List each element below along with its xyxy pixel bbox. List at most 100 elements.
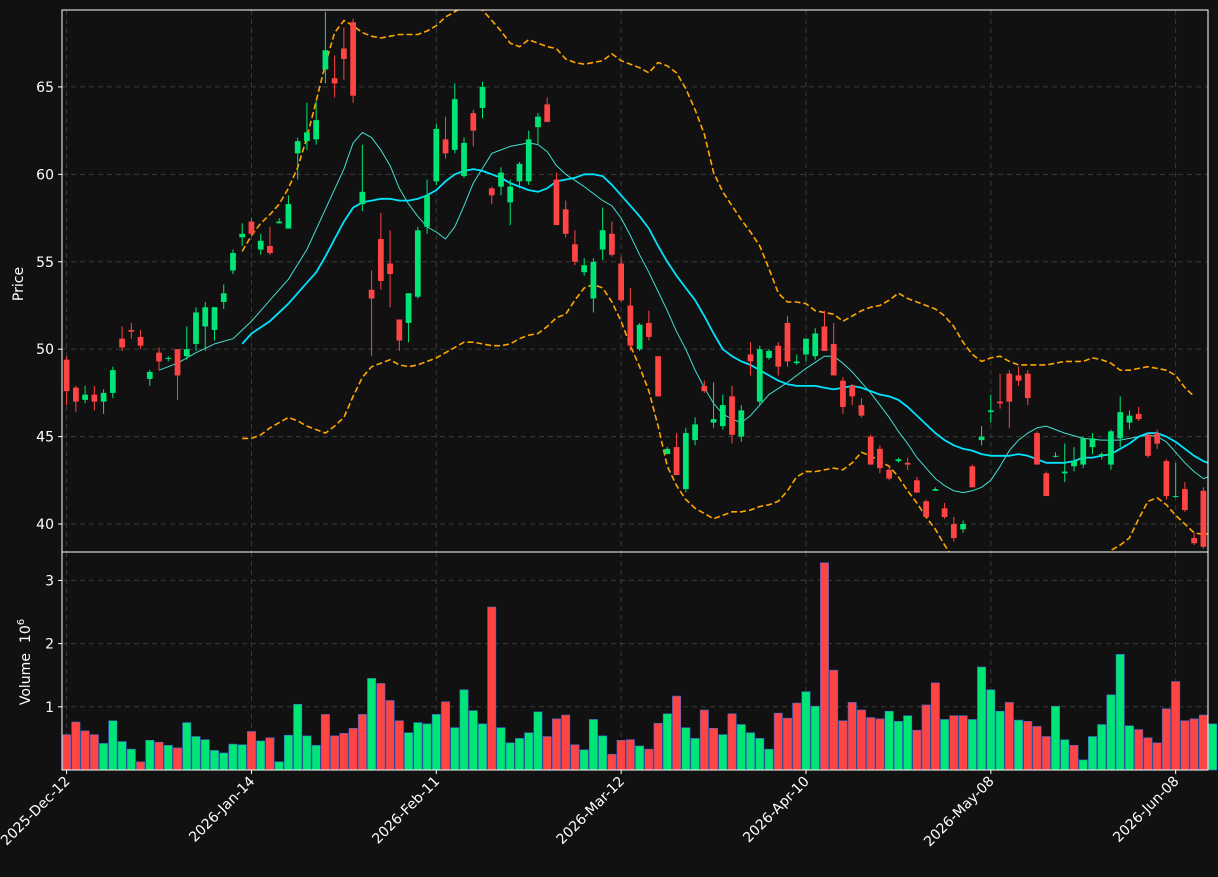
candle-body	[1135, 413, 1142, 420]
x-tick-label: 2026-Feb-11	[369, 774, 443, 848]
volume-bar	[80, 730, 90, 771]
candle-body	[1117, 412, 1124, 439]
volume-bar	[995, 710, 1005, 771]
candle-body	[830, 343, 837, 376]
lower-band-line	[242, 283, 1208, 552]
volume-bar	[764, 748, 774, 771]
candle-body	[950, 524, 957, 539]
volume-bar	[1152, 742, 1162, 771]
volume-bar	[1124, 725, 1134, 771]
volume-bar	[921, 704, 931, 771]
candle-body	[978, 436, 985, 441]
volume-bar	[145, 740, 155, 771]
candle-body	[645, 322, 652, 337]
volume-bar	[866, 717, 876, 771]
volume-tick-label: 2	[45, 637, 54, 653]
volume-bar	[561, 714, 571, 771]
volume-axis-label-sup: 6	[16, 619, 27, 625]
candle-body	[803, 338, 809, 355]
volume-bar	[875, 718, 885, 771]
volume-bar	[736, 724, 746, 771]
candle-body	[636, 324, 643, 350]
candle-body	[562, 209, 569, 234]
volume-bar	[274, 761, 284, 771]
candle-body	[1191, 538, 1198, 544]
volume-bar	[247, 731, 256, 771]
volume-bar	[182, 722, 192, 771]
volume-bar	[99, 743, 109, 771]
volume-bar	[893, 721, 903, 771]
volume-bar	[330, 735, 340, 771]
volume-bar	[422, 723, 432, 771]
candle-body	[359, 191, 366, 205]
candle-body	[193, 312, 199, 344]
volume-bar	[570, 744, 580, 771]
volume-bar	[598, 735, 608, 771]
candle-body	[183, 349, 190, 357]
candle-body	[923, 501, 929, 518]
volume-bar	[718, 734, 728, 771]
volume-bar	[588, 719, 598, 771]
volume-bar	[367, 678, 377, 771]
candle-body	[1163, 461, 1170, 497]
volume-bar	[884, 710, 894, 771]
candle-body	[895, 459, 902, 462]
price-tick-label: 60	[36, 167, 54, 183]
candle-body	[442, 139, 449, 154]
volume-bar	[154, 741, 164, 771]
candle-body	[682, 433, 689, 490]
candle-body	[100, 392, 107, 402]
candle-body	[858, 405, 865, 416]
volume-bar	[431, 714, 441, 771]
volume-bar	[348, 727, 358, 771]
candle-body	[719, 405, 726, 427]
volume-bar	[755, 738, 765, 771]
slow-moving-average-line	[241, 168, 1208, 464]
volume-bar	[783, 717, 792, 771]
candle-body	[1172, 496, 1179, 498]
candle-body	[1006, 373, 1013, 402]
candle-body	[525, 139, 532, 182]
candle-body	[331, 78, 338, 84]
candle-body	[128, 329, 135, 332]
candle-body	[341, 48, 347, 59]
volume-bar	[357, 714, 367, 771]
candle-body	[461, 142, 467, 177]
volume-bar	[949, 715, 959, 771]
candle-body	[294, 141, 301, 154]
price-panel-frame	[61, 9, 1209, 553]
volume-bar	[126, 748, 136, 771]
volume-bar	[1161, 708, 1171, 771]
candle-body	[498, 172, 504, 187]
volume-bar	[579, 749, 589, 771]
candle-body	[239, 233, 246, 238]
candle-body	[710, 419, 717, 423]
candle-body	[350, 22, 356, 96]
volume-bar	[977, 666, 987, 771]
candle-body	[840, 380, 846, 407]
candle-body	[119, 338, 125, 348]
volume-bar	[302, 735, 312, 771]
candle-body	[1108, 431, 1114, 465]
volume-bar	[1060, 739, 1070, 771]
candle-body	[174, 349, 181, 376]
volume-bar	[1088, 736, 1097, 771]
volume-bar	[320, 714, 330, 771]
volume-bar	[283, 734, 293, 771]
volume-bar	[1189, 718, 1199, 771]
volume-bar	[662, 713, 672, 771]
candle-body	[544, 104, 551, 122]
volume-bar	[468, 710, 478, 771]
volume-bar	[459, 689, 469, 771]
volume-bar	[210, 750, 219, 771]
candle-body	[405, 293, 412, 323]
candle-body	[1071, 461, 1077, 467]
volume-bar	[339, 733, 349, 771]
candle-body	[470, 113, 477, 131]
candle-body	[137, 336, 144, 346]
x-tick-label: 2026-Apr-10	[740, 774, 813, 847]
price-tick-label: 50	[36, 342, 54, 358]
x-axis-ticks: 2025-Dec-12 2026-Jan-14 2026-Feb-11 2026-Ma…	[0, 770, 1182, 850]
candle-body	[488, 188, 495, 196]
volume-bar	[237, 744, 247, 771]
